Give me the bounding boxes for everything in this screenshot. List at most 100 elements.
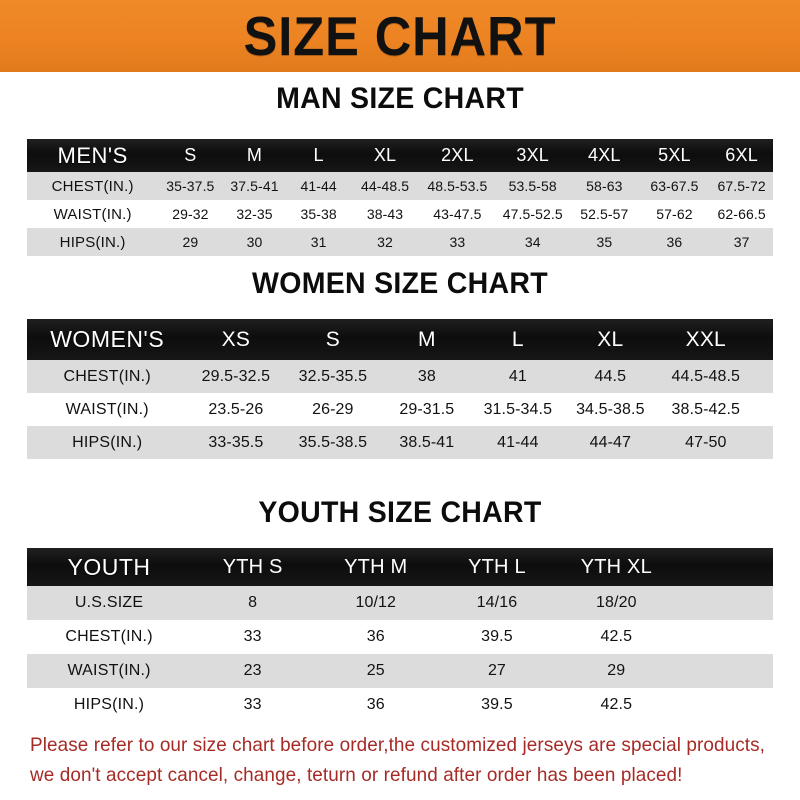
man-cell: 34 xyxy=(524,234,541,250)
women-cell: 26-29 xyxy=(312,400,354,418)
man-cell: 36 xyxy=(666,234,683,250)
man-cell: 41-44 xyxy=(300,178,337,194)
youth-cell-empty xyxy=(676,654,773,688)
women-table-body: CHEST(IN.) 29.5-32.5 32.5-35.5 38 41 44.5 44.5… xyxy=(27,360,773,459)
table-row: CHEST(IN.) 33 36 39.5 42.5 xyxy=(27,620,773,654)
women-cell: 44.5-48.5 xyxy=(671,367,741,385)
youth-table-head: YOUTH YTH S YTH M YTH L YTH XL xyxy=(27,548,773,586)
order-policy-line-2: we don't accept cancel, change, teturn o… xyxy=(30,764,683,786)
table-row: HIPS(IN.) 33 36 39.5 42.5 xyxy=(27,688,773,722)
man-cell: 33 xyxy=(449,234,466,250)
banner: SIZE CHART xyxy=(0,0,800,72)
man-cell: 47.5-52.5 xyxy=(502,206,563,222)
man-row-label: CHEST(IN.) xyxy=(51,177,134,195)
table-row: HIPS(IN.) 29 30 31 32 33 34 35 36 37 xyxy=(27,228,773,256)
man-row-label: HIPS(IN.) xyxy=(59,233,126,251)
youth-size-table: YOUTH YTH S YTH M YTH L YTH XL U.S.SIZE 8… xyxy=(27,548,773,722)
table-header-row: WOMEN'S XS S M L XL XXL xyxy=(27,319,773,360)
youth-cell: 36 xyxy=(366,628,385,645)
women-corner-label: WOMEN'S xyxy=(50,326,165,352)
man-row-label: WAIST(IN.) xyxy=(53,205,132,223)
women-row-label: HIPS(IN.) xyxy=(72,433,143,451)
table-row: CHEST(IN.) 35-37.5 37.5-41 41-44 44-48.5 48.5… xyxy=(27,172,773,200)
man-cell: 32-35 xyxy=(236,206,273,222)
women-cell: 34.5-38.5 xyxy=(576,400,645,418)
men-col-6: 4XL xyxy=(588,145,621,165)
men-col-0: S xyxy=(184,145,197,165)
women-cell: 41-44 xyxy=(497,433,539,451)
youth-cell: 10/12 xyxy=(355,594,396,611)
table-header-row: YOUTH YTH S YTH M YTH L YTH XL xyxy=(27,548,773,586)
man-cell: 35 xyxy=(596,234,613,250)
women-col-2: M xyxy=(417,327,436,351)
women-cell: 32.5-35.5 xyxy=(298,367,368,385)
youth-cell-empty xyxy=(676,586,773,620)
youth-cell: 23 xyxy=(243,662,262,679)
youth-cell: 8 xyxy=(248,594,258,611)
women-col-pad xyxy=(754,319,773,360)
table-row: WAIST(IN.) 23 25 27 29 xyxy=(27,654,773,688)
man-cell: 44-48.5 xyxy=(360,178,410,194)
youth-cell: 29 xyxy=(607,662,626,679)
youth-corner-label: YOUTH xyxy=(67,553,151,580)
women-cell: 23.5-26 xyxy=(208,400,264,418)
men-col-4: 2XL xyxy=(441,145,474,165)
women-cell: 44.5 xyxy=(594,367,627,385)
man-cell: 53.5-58 xyxy=(508,178,557,194)
man-cell: 67.5-72 xyxy=(717,178,766,194)
man-cell: 43-47.5 xyxy=(433,206,482,222)
men-size-table: MEN'S S M L XL 2XL 3XL 4XL 5XL 6XL CHEST… xyxy=(27,139,773,256)
table-row: CHEST(IN.) 29.5-32.5 32.5-35.5 38 41 44.5 44.5… xyxy=(27,360,773,393)
man-cell: 48.5-53.5 xyxy=(427,178,488,194)
women-cell-empty xyxy=(754,426,773,459)
man-cell: 30 xyxy=(246,234,263,250)
youth-cell: 25 xyxy=(366,662,385,679)
youth-col-pad xyxy=(676,548,773,586)
page-title: SIZE CHART xyxy=(243,4,557,67)
section-title-youth: YOUTH SIZE CHART xyxy=(258,496,542,529)
men-table-head: MEN'S S M L XL 2XL 3XL 4XL 5XL 6XL xyxy=(27,139,773,172)
youth-cell: 42.5 xyxy=(600,628,633,645)
table-row: WAIST(IN.) 29-32 32-35 35-38 38-43 43-47.5 47.… xyxy=(27,200,773,228)
men-col-7: 5XL xyxy=(658,145,691,165)
youth-cell: 42.5 xyxy=(600,696,633,713)
youth-row-label: WAIST(IN.) xyxy=(67,662,151,679)
women-col-0: XS xyxy=(221,327,251,351)
man-cell: 35-38 xyxy=(300,206,337,222)
man-cell: 52.5-57 xyxy=(580,206,629,222)
women-cell: 29.5-32.5 xyxy=(201,367,271,385)
table-row: HIPS(IN.) 33-35.5 35.5-38.5 38.5-41 41-44 44-… xyxy=(27,426,773,459)
youth-row-label: HIPS(IN.) xyxy=(73,696,145,713)
youth-col-2: YTH L xyxy=(468,555,526,578)
youth-cell: 14/16 xyxy=(476,594,518,611)
women-cell: 38 xyxy=(417,367,436,385)
table-row: U.S.SIZE 8 10/12 14/16 18/20 xyxy=(27,586,773,620)
youth-table-body: U.S.SIZE 8 10/12 14/16 18/20 CHEST(IN.) 33 36 39… xyxy=(27,586,773,722)
women-table-head: WOMEN'S XS S M L XL XXL xyxy=(27,319,773,360)
women-cell: 44-47 xyxy=(589,433,632,451)
women-cell: 47-50 xyxy=(685,433,727,451)
women-cell: 29-31.5 xyxy=(399,400,455,418)
men-table-body: CHEST(IN.) 35-37.5 37.5-41 41-44 44-48.5 48.5… xyxy=(27,172,773,256)
youth-row-label: U.S.SIZE xyxy=(74,594,144,611)
men-col-5: 3XL xyxy=(516,145,550,165)
women-cell: 35.5-38.5 xyxy=(298,433,368,451)
men-col-8: 6XL xyxy=(725,145,758,165)
youth-cell: 39.5 xyxy=(481,696,513,713)
women-size-table: WOMEN'S XS S M L XL XXL CHEST(IN.) 29.5-3… xyxy=(27,319,773,459)
section-title-women: WOMEN SIZE CHART xyxy=(252,267,548,300)
order-policy-note: Please refer to our size chart before or… xyxy=(30,730,765,790)
youth-cell: 18/20 xyxy=(596,594,637,611)
table-header-row: MEN'S S M L XL 2XL 3XL 4XL 5XL 6XL xyxy=(27,139,773,172)
table-row: WAIST(IN.) 23.5-26 26-29 29-31.5 31.5-34.5 34… xyxy=(27,393,773,426)
youth-col-1: YTH M xyxy=(344,555,408,578)
women-cell: 38.5-41 xyxy=(399,433,455,451)
section-title-man: MAN SIZE CHART xyxy=(276,82,524,115)
youth-cell: 33 xyxy=(243,628,262,645)
youth-cell-empty xyxy=(676,620,773,654)
youth-cell: 27 xyxy=(487,662,506,679)
youth-cell: 36 xyxy=(366,696,385,713)
women-row-label: WAIST(IN.) xyxy=(65,400,149,418)
man-cell: 35-37.5 xyxy=(166,178,215,194)
men-col-1: M xyxy=(246,145,263,165)
